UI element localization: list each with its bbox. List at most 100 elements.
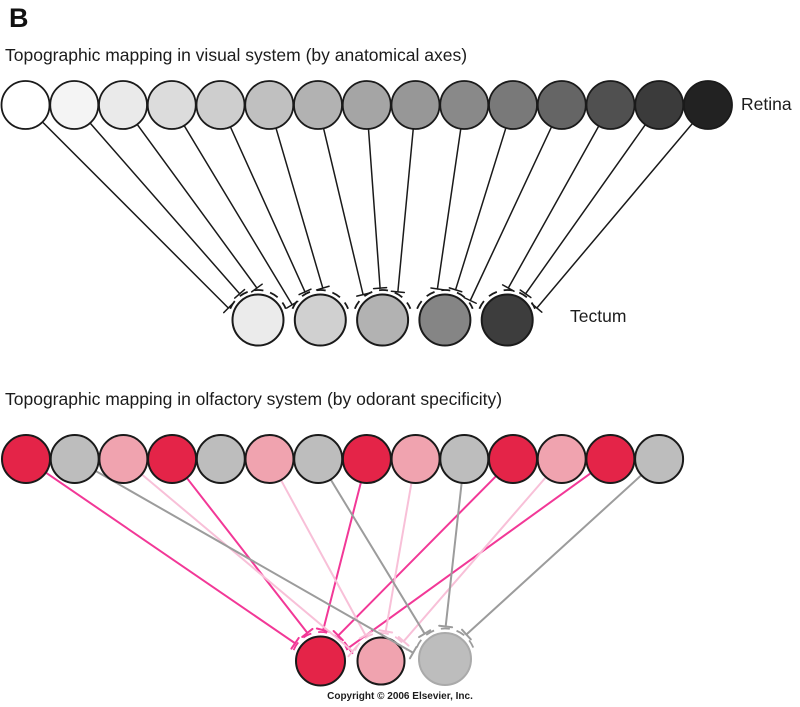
glomerulus-terminal-arc-gray bbox=[415, 627, 475, 648]
retina-terminal bbox=[356, 292, 371, 297]
tectum-cell-3 bbox=[356, 293, 410, 347]
orn-pink-terminal bbox=[347, 645, 358, 658]
retina-terminal bbox=[519, 289, 532, 299]
retina-terminal bbox=[298, 288, 312, 296]
orn-cell-11-red bbox=[488, 434, 538, 484]
orn-red-terminal bbox=[290, 636, 300, 650]
glomerulus-pink bbox=[356, 636, 406, 686]
retina-axon bbox=[454, 127, 507, 291]
retina-axon bbox=[41, 121, 230, 309]
retina-label: Retina bbox=[741, 94, 792, 114]
retina-cell-12 bbox=[536, 80, 587, 130]
orn-pink-terminal bbox=[358, 631, 373, 640]
orn-red-terminal bbox=[332, 630, 344, 642]
orn-cell-5-gray bbox=[195, 434, 246, 484]
orn-cell-1-red bbox=[1, 434, 51, 484]
retina-axon bbox=[275, 127, 324, 289]
retina-axon bbox=[469, 125, 553, 302]
retina-cell-10 bbox=[439, 80, 490, 130]
glomerulus-red bbox=[295, 635, 346, 687]
retina-axon bbox=[436, 127, 462, 290]
retina-terminal bbox=[250, 283, 263, 293]
orn-red-axon bbox=[322, 481, 362, 632]
orn-red-axon bbox=[44, 471, 297, 645]
retina-terminal bbox=[501, 284, 515, 292]
retina-cell-8 bbox=[341, 80, 392, 130]
orn-red-axon bbox=[347, 472, 592, 649]
orn-cell-9-pink bbox=[390, 434, 441, 484]
tectum-cell-1 bbox=[231, 293, 285, 347]
orn-gray-terminal bbox=[438, 624, 454, 629]
tectum-cell-5 bbox=[480, 293, 534, 347]
retina-terminal bbox=[390, 290, 406, 294]
orn-cell-4-red bbox=[147, 434, 198, 484]
retina-terminal bbox=[222, 302, 234, 314]
retina-terminal bbox=[234, 288, 246, 299]
orn-cell-2-gray bbox=[49, 434, 100, 484]
retina-axon bbox=[536, 122, 694, 309]
retina-cell-4 bbox=[146, 80, 197, 130]
orn-cell-3-pink bbox=[98, 434, 149, 484]
retina-axon bbox=[322, 127, 364, 296]
retina-cell-11 bbox=[488, 80, 538, 130]
retina-axon bbox=[89, 122, 241, 295]
retina-cell-14 bbox=[634, 80, 685, 130]
orn-gray-terminal bbox=[461, 628, 472, 641]
orn-pink-axon bbox=[279, 479, 367, 637]
orn-gray-axon bbox=[444, 481, 463, 628]
tectum-terminal-arc-1 bbox=[229, 289, 287, 310]
retina-axon bbox=[183, 124, 293, 306]
tectum-cell-2 bbox=[293, 293, 347, 347]
tectum-terminal-arc-3 bbox=[353, 289, 412, 310]
retina-terminal bbox=[448, 287, 463, 293]
orn-cell-12-pink bbox=[536, 434, 587, 484]
retina-terminal bbox=[315, 285, 330, 291]
orn-pink-axon bbox=[140, 473, 354, 653]
copyright-notice: Copyright © 2006 Elsevier, Inc. bbox=[327, 691, 473, 702]
orn-pink-terminal bbox=[397, 636, 410, 647]
orn-gray-axon bbox=[465, 474, 643, 636]
retina-cell-6 bbox=[244, 80, 295, 130]
orn-pink-terminal bbox=[378, 629, 394, 634]
retina-axon bbox=[229, 126, 306, 293]
retina-cell-2 bbox=[49, 80, 100, 130]
retina-terminal bbox=[372, 286, 388, 290]
orn-red-terminal bbox=[301, 627, 314, 638]
glomerulus-terminal-arc-red bbox=[292, 631, 349, 651]
retina-cell-7 bbox=[293, 80, 343, 130]
orn-cell-13-red bbox=[585, 434, 636, 484]
retina-terminal bbox=[430, 287, 445, 291]
orn-red-axon bbox=[337, 475, 498, 637]
orn-red-axon bbox=[185, 476, 309, 634]
retina-axon bbox=[507, 125, 600, 289]
olfactory-system-title: Topographic mapping in olfactory system … bbox=[5, 389, 503, 409]
orn-gray-terminal bbox=[418, 629, 432, 639]
retina-cell-15 bbox=[683, 80, 733, 130]
orn-cell-7-gray bbox=[293, 434, 344, 484]
glomerulus-gray bbox=[418, 632, 472, 686]
retina-terminal bbox=[531, 303, 543, 313]
retina-cell-1 bbox=[0, 80, 51, 130]
orn-pink-axon bbox=[402, 476, 547, 643]
retina-cell-3 bbox=[98, 80, 148, 130]
visual-system-title: Topographic mapping in visual system (by… bbox=[5, 45, 468, 65]
orn-gray-axon bbox=[329, 478, 426, 635]
orn-pink-axon bbox=[384, 481, 413, 633]
retina-terminal bbox=[285, 300, 299, 309]
retina-axon bbox=[367, 128, 381, 289]
retina-cell-9 bbox=[390, 80, 441, 130]
tectum-terminal-arc-4 bbox=[416, 289, 474, 310]
orn-cell-10-gray bbox=[439, 434, 490, 484]
glomerulus-terminal-arc-pink bbox=[354, 632, 408, 651]
tectum-cell-4 bbox=[418, 293, 472, 347]
orn-gray-terminal bbox=[408, 646, 418, 660]
retina-cell-13 bbox=[585, 80, 636, 130]
retina-axon bbox=[397, 128, 414, 293]
retina-terminal bbox=[463, 296, 477, 305]
orn-cell-6-pink bbox=[244, 434, 295, 484]
retina-axon bbox=[136, 123, 258, 289]
tectum-terminal-arc-5 bbox=[478, 289, 536, 310]
retina-axon bbox=[524, 123, 647, 295]
orn-gray-axon bbox=[94, 469, 415, 654]
